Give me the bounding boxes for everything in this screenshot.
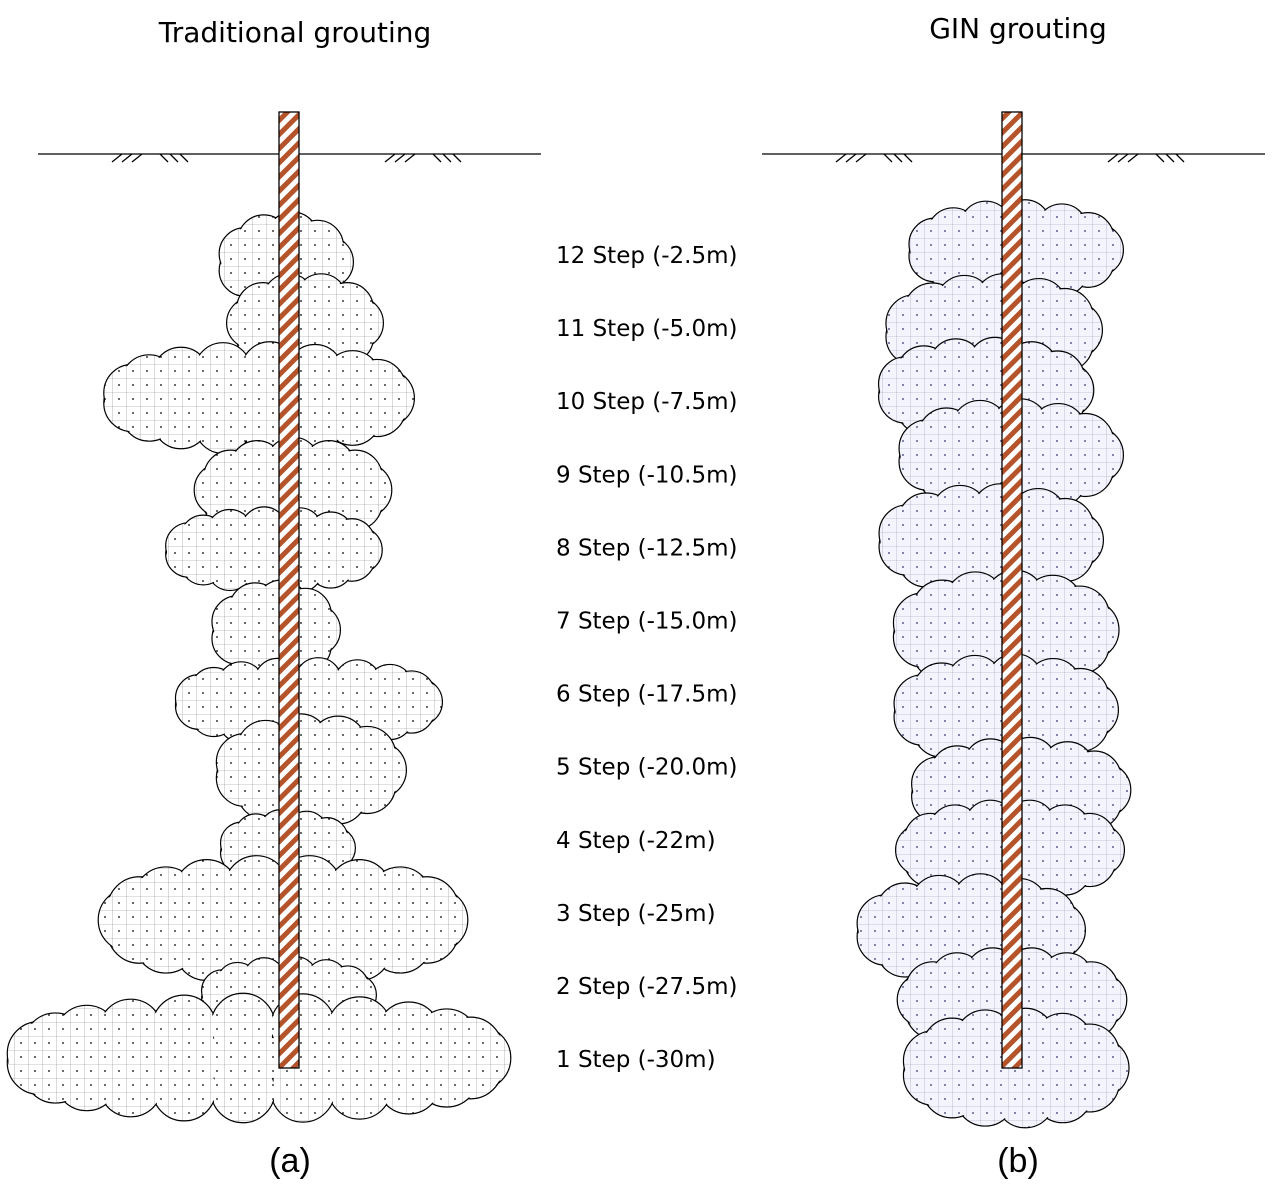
- step-label: 4 Step (-22m): [556, 828, 716, 854]
- bulb-core: [50, 1038, 466, 1078]
- bulb-fill: [349, 360, 405, 416]
- step-label: 9 Step (-10.5m): [556, 462, 737, 488]
- panel-caption: (a): [269, 1142, 311, 1180]
- step-label: 2 Step (-27.5m): [556, 974, 737, 1000]
- panel-title: GIN grouting: [929, 12, 1107, 45]
- grout-pipe: [278, 111, 300, 1069]
- step-label: 1 Step (-30m): [556, 1047, 716, 1073]
- step-label: 12 Step (-2.5m): [556, 243, 737, 269]
- step-label: 7 Step (-15.0m): [556, 609, 737, 635]
- grout-bulb: [226, 273, 384, 373]
- bulb-core: [141, 381, 375, 415]
- bulb-fill: [439, 1018, 502, 1080]
- panel-title: Traditional grouting: [158, 16, 432, 49]
- step-label: 3 Step (-25m): [556, 901, 716, 927]
- step-label: 10 Step (-7.5m): [556, 389, 737, 415]
- step-label: 8 Step (-12.5m): [556, 535, 737, 561]
- grout-pipe: [1001, 111, 1023, 1069]
- bulb-core: [263, 309, 347, 337]
- bulb-core: [894, 913, 1046, 947]
- bulb-fill: [389, 672, 434, 717]
- grout-bulb: [215, 713, 407, 827]
- ground: [38, 153, 1265, 163]
- bulb-core: [206, 690, 410, 714]
- bulb-fill: [395, 877, 458, 940]
- bulb-core: [196, 539, 350, 561]
- panel-caption: (b): [997, 1142, 1039, 1180]
- bulb-fill: [329, 519, 374, 564]
- grout-bulb: [902, 1007, 1130, 1129]
- grout-bulb: [6, 992, 512, 1124]
- grout-bulb: [896, 947, 1128, 1053]
- bulb-core: [916, 523, 1064, 557]
- grout-bulb: [103, 341, 415, 455]
- step-label: 6 Step (-17.5m): [556, 682, 737, 708]
- grout-bulb: [165, 506, 383, 594]
- step-label: 11 Step (-5.0m): [556, 316, 737, 342]
- bulb-core: [923, 313, 1063, 347]
- step-label: 5 Step (-20.0m): [556, 755, 737, 781]
- bulb-core: [253, 753, 367, 787]
